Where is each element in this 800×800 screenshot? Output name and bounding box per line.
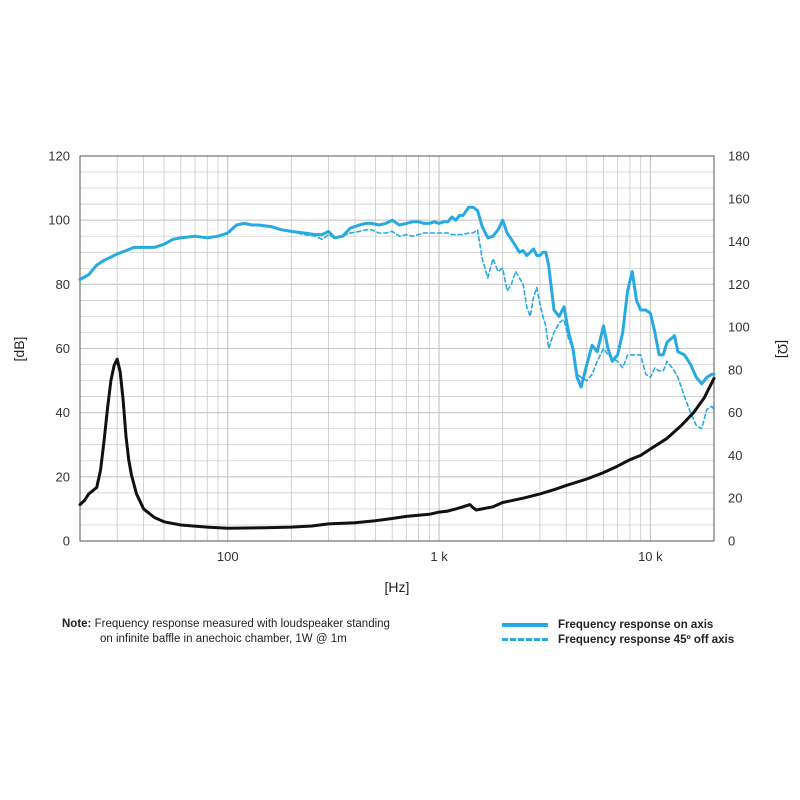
legend-label-off-axis: Frequency response 45º off axis xyxy=(558,633,735,646)
y-right-tick-label: 120 xyxy=(728,277,750,292)
note-line-1: Frequency response measured with loudspe… xyxy=(94,618,390,630)
y-right-tick-label: 160 xyxy=(728,191,750,206)
x-tick-label: 1 k xyxy=(430,549,448,564)
tick-labels: 0 20 40 60 80 100 120 0 20 40 60 80 100 120 140 160 180 1… xyxy=(48,149,749,565)
grid xyxy=(79,155,715,542)
legend-item-on-axis: Frequency response on axis xyxy=(502,617,734,632)
y-right-tick-label: 140 xyxy=(728,234,750,249)
y-left-tick-label: 20 xyxy=(56,469,70,484)
note-label: Note: xyxy=(62,618,92,630)
legend-label-on-axis: Frequency response on axis xyxy=(558,618,714,631)
legend-swatch-solid xyxy=(502,622,548,627)
series-impedance-line xyxy=(78,357,716,530)
legend-swatch-dashed xyxy=(502,638,548,641)
x-tick-label: 10 k xyxy=(638,549,663,564)
y-left-tick-label: 0 xyxy=(63,534,70,549)
y-left-tick-label: 120 xyxy=(48,149,70,164)
series-on-axis-line xyxy=(78,205,716,389)
y-left-tick-label: 40 xyxy=(56,405,70,420)
legend: Frequency response on axis Frequency res… xyxy=(502,617,734,647)
y-right-tick-label: 0 xyxy=(728,534,735,549)
y-right-tick-label: 20 xyxy=(728,491,742,506)
y-right-axis-label: [Ω] xyxy=(775,340,791,358)
y-right-tick-label: 40 xyxy=(728,448,742,463)
y-left-axis-label: [dB] xyxy=(11,337,27,362)
y-left-tick-label: 80 xyxy=(56,277,70,292)
legend-item-off-axis: Frequency response 45º off axis xyxy=(502,632,734,647)
x-axis-label: [Hz] xyxy=(385,579,410,595)
y-left-tick-label: 100 xyxy=(48,213,70,228)
y-right-tick-label: 60 xyxy=(728,405,742,420)
series-off-axis-line xyxy=(290,229,715,430)
y-right-tick-label: 180 xyxy=(728,149,750,164)
y-right-tick-label: 100 xyxy=(728,320,750,335)
y-right-tick-label: 80 xyxy=(728,362,742,377)
x-tick-label: 100 xyxy=(217,549,239,564)
note-line-2: on infinite baffle in anechoic chamber, … xyxy=(100,633,347,645)
measurement-note: Note: Frequency response measured with l… xyxy=(62,617,402,647)
y-left-tick-label: 60 xyxy=(56,341,70,356)
plot-frame xyxy=(79,155,715,542)
series-layer xyxy=(78,205,716,530)
